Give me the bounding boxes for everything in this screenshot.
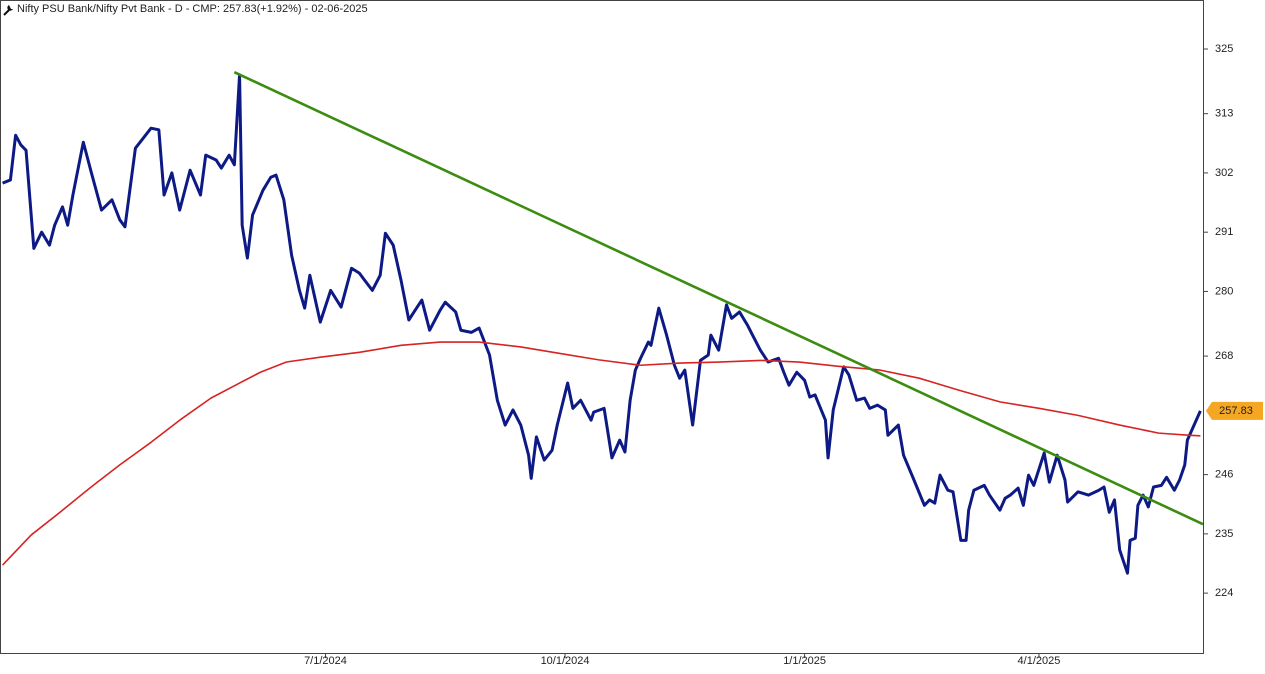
x-tick-label: 1/1/2025 xyxy=(783,655,826,667)
y-tick-label: 325 xyxy=(1215,43,1233,55)
y-tick-label: 246 xyxy=(1215,469,1233,481)
series-line xyxy=(233,71,1203,526)
price-tag-label: 257.83 xyxy=(1219,405,1253,417)
x-tick-label: 10/1/2024 xyxy=(541,655,590,667)
x-tick-label: 7/1/2024 xyxy=(304,655,347,667)
plot-frame xyxy=(0,0,1204,654)
wrench-icon xyxy=(3,5,13,16)
series-line xyxy=(2,341,1201,566)
price-tag-box xyxy=(1206,401,1263,420)
x-tick-label: 4/1/2025 xyxy=(1018,655,1061,667)
y-tick-label: 268 xyxy=(1215,350,1233,362)
chart-title: Nifty PSU Bank/Nifty Pvt Bank - D - CMP:… xyxy=(17,3,368,15)
y-tick-label: 313 xyxy=(1215,108,1233,120)
y-tick-label: 235 xyxy=(1215,528,1233,540)
price-tag: 257.83 xyxy=(1206,401,1263,420)
y-tick-label: 280 xyxy=(1215,285,1233,297)
y-tick-label: 302 xyxy=(1215,167,1233,179)
y-tick-label: 224 xyxy=(1215,587,1233,599)
y-tick-label: 291 xyxy=(1215,226,1233,238)
